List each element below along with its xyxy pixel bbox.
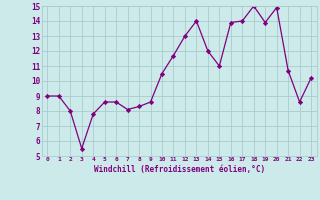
X-axis label: Windchill (Refroidissement éolien,°C): Windchill (Refroidissement éolien,°C) — [94, 165, 265, 174]
